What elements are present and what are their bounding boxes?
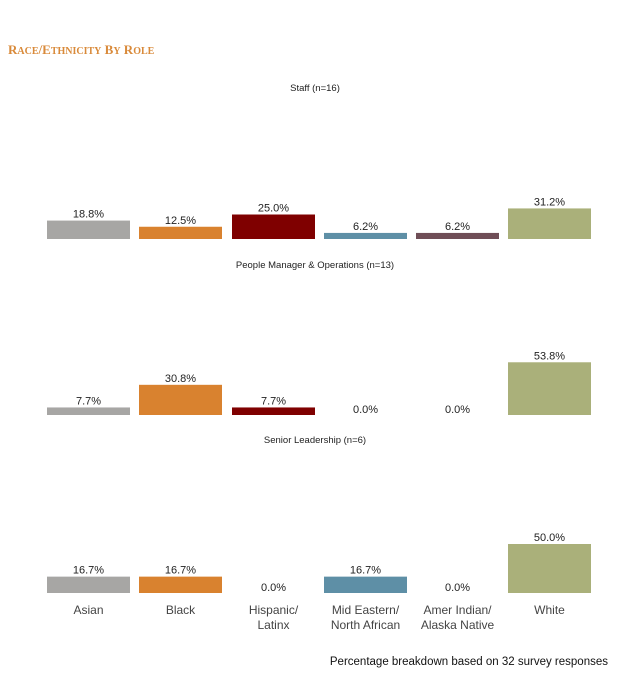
data-label: 53.8% xyxy=(534,350,565,362)
data-label: 7.7% xyxy=(76,395,101,407)
bar xyxy=(139,226,222,239)
data-label: 0.0% xyxy=(445,582,470,594)
data-label: 0.0% xyxy=(445,404,470,416)
category-axis-labels: Asian Black Hispanic/Latinx Mid Eastern/Nor… xyxy=(73,603,565,632)
bar xyxy=(232,407,315,415)
data-label: 6.2% xyxy=(353,221,378,233)
data-label: 31.2% xyxy=(534,196,565,208)
category-label: Amer Indian/Alaska Native xyxy=(421,603,495,632)
data-label: 12.5% xyxy=(165,215,196,227)
bar xyxy=(47,407,130,415)
data-label: 16.7% xyxy=(165,565,196,577)
data-label: 16.7% xyxy=(73,565,104,577)
data-label: 25.0% xyxy=(258,203,289,215)
category-label: Mid Eastern/North African xyxy=(331,603,400,632)
data-label: 0.0% xyxy=(261,582,286,594)
bar xyxy=(508,208,591,239)
panel-title: Staff (n=16) xyxy=(290,83,340,94)
category-label: Black xyxy=(166,603,196,617)
bar xyxy=(139,576,222,593)
page-title: RACE/ETHNICITY BY ROLE xyxy=(8,42,155,57)
bar xyxy=(508,362,591,415)
panel-0: Staff (n=16) 18.8% 12.5% 25.0% 6.2% 6.2% 31.2% xyxy=(47,83,591,239)
panel-title: Senior Leadership (n=6) xyxy=(264,435,366,446)
data-label: 30.8% xyxy=(165,373,196,385)
panel-1: People Manager & Operations (n=13) 7.7% 30… xyxy=(47,260,591,416)
bar xyxy=(232,214,315,239)
data-label: 18.8% xyxy=(73,209,104,221)
category-label: Hispanic/Latinx xyxy=(249,603,299,632)
category-label: Asian xyxy=(73,603,103,617)
panel-title: People Manager & Operations (n=13) xyxy=(236,260,394,271)
bar xyxy=(47,220,130,239)
bar xyxy=(324,232,407,239)
bar xyxy=(324,576,407,593)
bar xyxy=(416,232,499,239)
footnote: Percentage breakdown based on 32 survey … xyxy=(330,656,608,668)
category-label: White xyxy=(534,603,565,617)
bar xyxy=(139,384,222,415)
data-label: 0.0% xyxy=(353,404,378,416)
data-label: 6.2% xyxy=(445,221,470,233)
data-label: 16.7% xyxy=(350,565,381,577)
data-label: 50.0% xyxy=(534,532,565,544)
bar xyxy=(508,544,591,593)
bar xyxy=(47,576,130,593)
data-label: 7.7% xyxy=(261,395,286,407)
chart-panels: Staff (n=16) 18.8% 12.5% 25.0% 6.2% 6.2% 31.2%… xyxy=(47,83,591,594)
panel-2: Senior Leadership (n=6) 16.7% 16.7% 0.0% 16.… xyxy=(47,435,591,594)
